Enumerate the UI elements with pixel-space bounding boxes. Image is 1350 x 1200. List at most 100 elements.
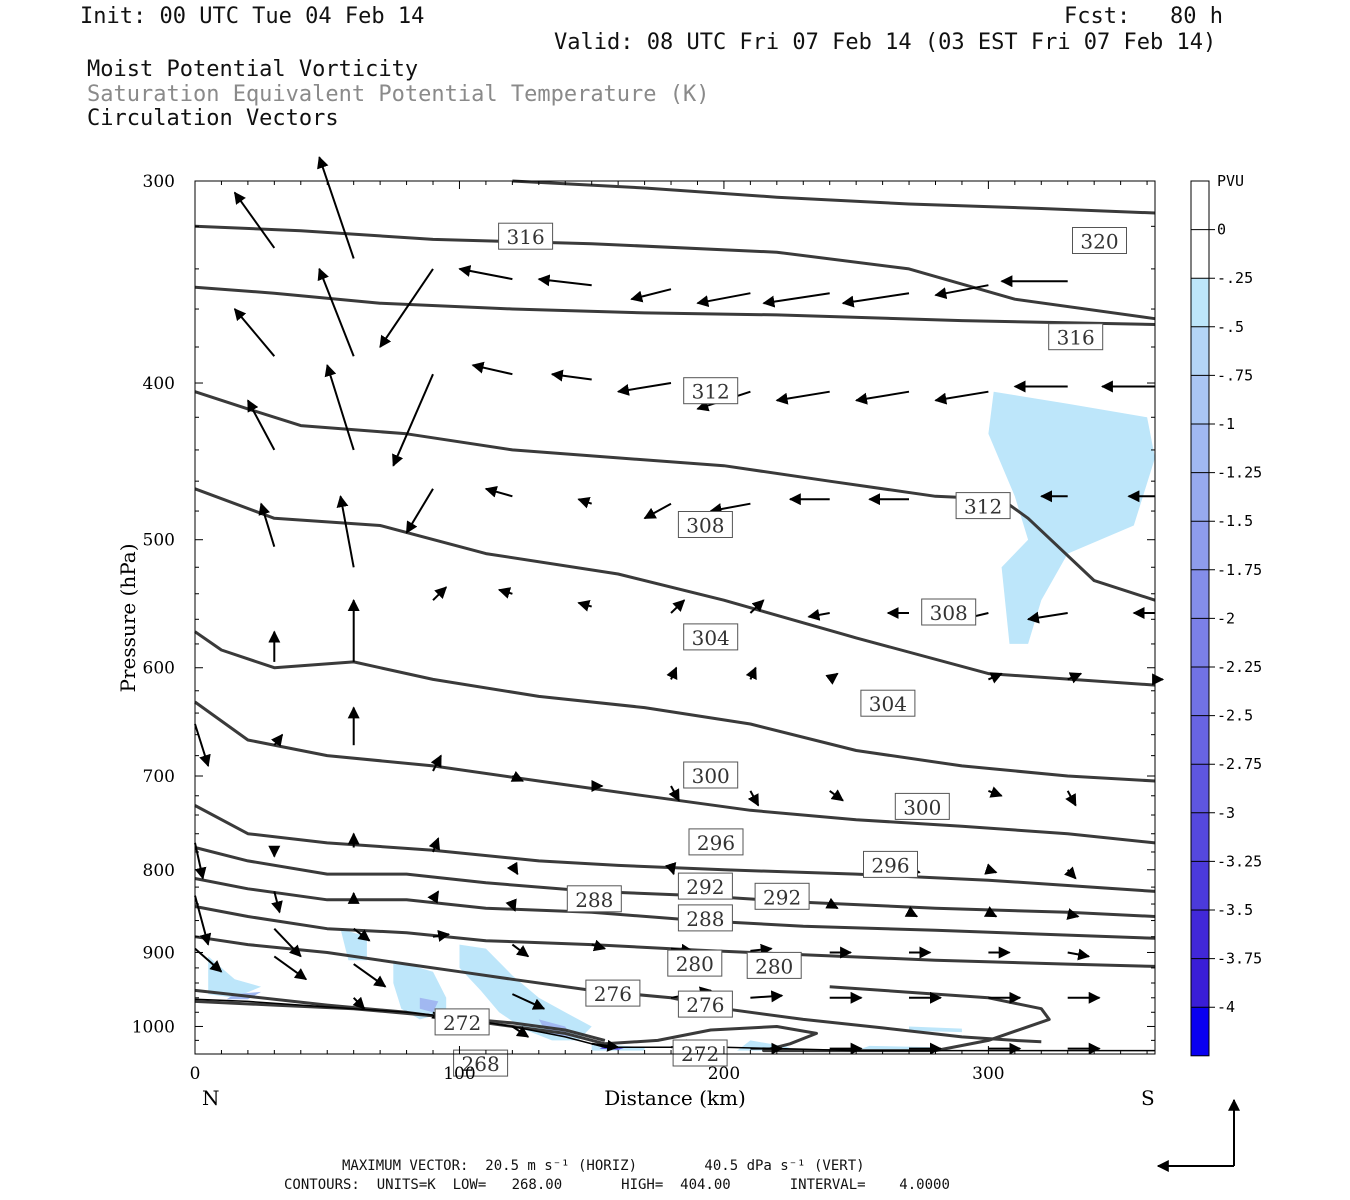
circulation-vector: [749, 599, 765, 614]
x-end-label-north: N: [202, 1086, 220, 1110]
colorbar-swatch: [1191, 181, 1209, 230]
circulation-vector: [336, 495, 355, 568]
contour-label: 304: [869, 692, 907, 716]
circulation-vector: [1065, 790, 1077, 807]
forecast-hour: Fcst: 80 h: [1064, 4, 1223, 29]
contour-label-layer: 316 320 316 312 312 308 308 304 304 300 300 296 296 2…: [434, 222, 1127, 1077]
contour-label: 272: [443, 1011, 481, 1035]
circulation-vector: [577, 600, 592, 612]
colorbar-swatch: [1191, 521, 1209, 570]
circulation-vector: [511, 1025, 530, 1038]
colorbar-swatch: [1191, 715, 1209, 765]
x-axis-label: Distance (km): [604, 1086, 746, 1110]
circulation-vector: [270, 733, 284, 747]
circulation-vector: [988, 786, 1003, 798]
circulation-vector: [987, 672, 1003, 684]
circulation-vector: [233, 308, 276, 357]
contour-label: 296: [697, 831, 735, 855]
theta-e-contour-300: [194, 700, 1156, 845]
circulation-vector: [392, 373, 434, 467]
contour-label: 312: [692, 380, 730, 404]
circulation-vector: [934, 390, 989, 405]
contour-label-box: [863, 850, 918, 878]
circulation-vector: [537, 274, 592, 287]
circulation-vector: [984, 863, 998, 875]
plot-frame: [194, 180, 1156, 1055]
max-vector-note: MAXIMUM VECTOR: 20.5 m s⁻¹ (HORIZ) 40.5 …: [342, 1158, 865, 1174]
field-title-theta-e: Saturation Equivalent Potential Temperat…: [87, 82, 710, 107]
circulation-vector: [855, 390, 910, 405]
contour-label: 316: [507, 225, 545, 249]
colorbar-label: -1.5: [1217, 512, 1253, 530]
contour-label: 288: [575, 888, 613, 912]
circulation-vector: [427, 890, 440, 904]
contour-label: 296: [871, 853, 909, 877]
circulation-vector: [324, 364, 355, 451]
circulation-vector: [745, 666, 757, 681]
colorbar-swatch: [1191, 861, 1209, 910]
circulation-vector: [1067, 948, 1091, 961]
circulation-vector: [841, 292, 910, 308]
circulation-vector-layer: [194, 156, 1165, 1055]
colorbar-label: -4: [1217, 998, 1235, 1016]
circulation-vector: [664, 862, 677, 876]
contour-label: 316: [1057, 326, 1095, 350]
theta-e-contour-316: [194, 285, 1156, 326]
circulation-vector: [484, 485, 513, 498]
circulation-vector: [511, 943, 530, 958]
y-tick-label: 700: [143, 767, 175, 787]
pv-region: [459, 944, 592, 1041]
circulation-vector: [194, 723, 211, 768]
y-tick-label: 900: [143, 943, 175, 963]
circulation-vector: [666, 666, 678, 681]
circulation-vector: [775, 390, 830, 405]
contour-label-box: [860, 689, 916, 717]
contour-label-box: [683, 761, 739, 789]
theta-e-contour-312: [194, 390, 1156, 602]
colorbar-label: -.5: [1217, 318, 1244, 336]
axis-layer: 300 400 500 600 700 800 900 1000 0 100 200 300: [132, 172, 1155, 1084]
contour-label-box: [955, 492, 1011, 520]
contour-label-box: [754, 882, 810, 910]
circulation-vector: [497, 587, 513, 599]
circulation-vector: [194, 842, 207, 880]
y-axis-label: Pressure (hPa): [116, 544, 140, 693]
contour-label: 304: [692, 626, 730, 650]
contour-label: 300: [692, 764, 730, 788]
colorbar-label: -2.25: [1217, 658, 1262, 676]
circulation-vector: [510, 770, 524, 782]
contour-label-box: [434, 1008, 490, 1036]
circulation-vector: [353, 963, 387, 988]
circulation-vector: [428, 837, 440, 853]
colorbar-swatch: [1191, 764, 1209, 813]
circulation-vector: [317, 267, 355, 357]
circulation-vector: [258, 502, 276, 547]
contour-label-box: [683, 623, 739, 651]
colorbar-swatch: [1191, 667, 1209, 716]
init-time: Init: 00 UTC Tue 04 Feb 14: [80, 4, 425, 29]
circulation-vector: [247, 399, 276, 451]
contour-label-box: [667, 949, 723, 977]
colorbar-label: -1.25: [1217, 464, 1262, 482]
circulation-vector: [471, 361, 513, 376]
contour-label-box: [677, 904, 733, 932]
contour-label-box: [1048, 323, 1104, 351]
y-tick-label: 600: [143, 659, 175, 679]
contour-label-box: [683, 377, 739, 405]
reference-vector-icon: [1156, 1098, 1240, 1172]
colorbar-swatch: [1191, 618, 1209, 667]
contour-label-box: [688, 828, 744, 856]
contour-label-box: [672, 1039, 728, 1067]
contour-label-box: [894, 792, 950, 820]
colorbar-label: -2.5: [1217, 707, 1253, 725]
circulation-vector: [750, 990, 784, 1003]
circulation-vector: [1067, 672, 1083, 684]
contour-label: 276: [686, 993, 724, 1017]
circulation-vector: [273, 928, 302, 958]
y-tick-label: 300: [143, 172, 175, 192]
contour-info-note: CONTOURS: UNITS=K LOW= 268.00 HIGH= 404.…: [284, 1177, 950, 1193]
field-title-mpv: Moist Potential Vorticity: [87, 57, 419, 82]
colorbar-swatch: [1191, 910, 1209, 959]
theta-e-contour-320: [512, 179, 1156, 215]
y-tick-label: 400: [143, 374, 175, 394]
